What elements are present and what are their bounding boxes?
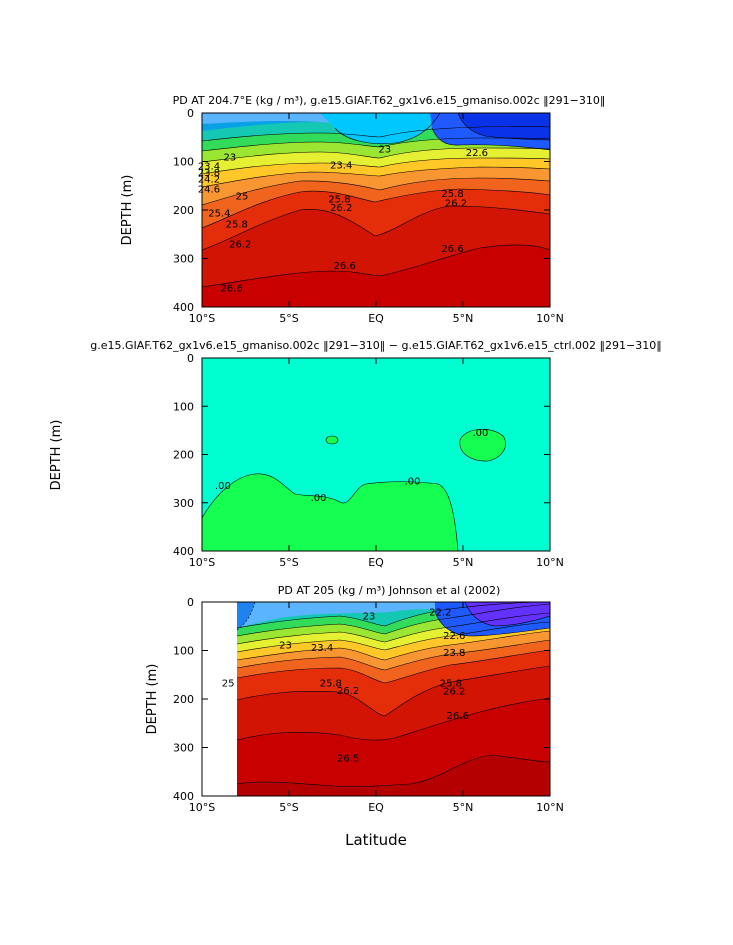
contour-label: 26.2 (337, 686, 359, 697)
y-tick-label: 100 (173, 156, 194, 169)
y-tick-label: 200 (173, 204, 194, 217)
panel-1-contour-fill (202, 113, 550, 307)
x-tick-label: 10°N (536, 312, 564, 325)
p3-band-23-blue (237, 602, 255, 630)
contour-label: 26.2 (330, 203, 352, 214)
p1-band-eq-cap (320, 113, 440, 144)
panel-1-title: PD AT 204.7°E (kg / m³), g.e15.GIAF.T62_… (173, 94, 606, 107)
x-tick-label: 10°N (536, 556, 564, 569)
x-tick-label: EQ (368, 312, 384, 325)
p3-band-deep (237, 755, 550, 796)
contour-label: 26.6 (334, 261, 356, 272)
y-tick-label: 0 (187, 107, 194, 120)
contour-label: 25.4 (208, 208, 230, 219)
contour-label: 25.8 (320, 678, 342, 689)
panel-2: g.e15.GIAF.T62_gx1v6.e15_gmaniso.002c ‖2… (49, 339, 662, 569)
panel-1-axes: 10°S 5°S EQ 5°N 10°N 0 100 200 300 400 (173, 107, 564, 325)
p3-band-topright-violet (465, 602, 550, 626)
contour-label: 26.2 (445, 199, 467, 210)
x-tick-label: 5°S (279, 556, 298, 569)
p1-contour-lines (202, 113, 550, 288)
y-tick-label: 400 (173, 545, 194, 558)
x-tick-label: 5°N (453, 556, 474, 569)
y-tick-label: 100 (173, 645, 194, 658)
contour-label: 22.6 (443, 631, 465, 642)
contour-label: 23.4 (311, 643, 333, 654)
contour-label: 23 (223, 153, 236, 164)
x-tick-label: 10°S (189, 312, 215, 325)
contour-label: 22.2 (429, 608, 451, 619)
x-tick-label: 5°N (453, 312, 474, 325)
x-tick-label: EQ (368, 556, 384, 569)
contour-label: 25 (236, 191, 249, 202)
panel-2-ylabel: DEPTH (m) (49, 420, 64, 491)
contour-label: 23 (279, 641, 292, 652)
contour-label: 23.4 (330, 160, 352, 171)
contour-label: .00 (472, 428, 488, 439)
x-tick-label: 10°S (189, 801, 215, 814)
p2-positive-region (202, 473, 458, 551)
contour-label: .00 (311, 493, 327, 504)
y-tick-label: 100 (173, 400, 194, 413)
panel-2-contour-fill (202, 358, 550, 551)
y-tick-label: 400 (173, 790, 194, 803)
panel-1: PD AT 204.7°E (kg / m³), g.e15.GIAF.T62_… (120, 94, 605, 325)
contour-label: 26.2 (443, 687, 465, 698)
contour-label: .00 (215, 481, 231, 492)
contour-label: 23.4 (198, 161, 220, 172)
x-tick-label: 5°S (279, 801, 298, 814)
x-tick-label: 10°N (536, 801, 564, 814)
contour-label: 22.6 (466, 148, 488, 159)
p2-right-patch (459, 428, 506, 462)
contour-label: 25.8 (441, 189, 463, 200)
contour-label: 23 (378, 144, 391, 155)
x-axis-label: Latitude (345, 831, 407, 849)
panel-3-title: PD AT 205 (kg / m³) Johnson et al (2002) (278, 584, 501, 597)
y-tick-label: 0 (187, 596, 194, 609)
contour-label: 24.2 (198, 174, 220, 185)
contour-label: 23 (363, 612, 376, 623)
contour-label: 23.8 (198, 168, 220, 179)
x-tick-label: EQ (368, 801, 384, 814)
y-tick-label: 200 (173, 449, 194, 462)
contour-label: 24.6 (198, 185, 220, 196)
y-tick-label: 300 (173, 253, 194, 266)
x-tick-label: 10°S (189, 556, 215, 569)
y-tick-label: 0 (187, 352, 194, 365)
contour-label: 25.8 (226, 220, 248, 231)
panel-2-contour-labels: .00 .00 .00 .00 (215, 428, 488, 504)
contour-label: 26.6 (441, 244, 463, 255)
y-tick-label: 200 (173, 693, 194, 706)
panel-2-title: g.e15.GIAF.T62_gx1v6.e15_gmaniso.002c ‖2… (90, 339, 661, 352)
contour-label: 25.8 (328, 194, 350, 205)
contour-label: 25 (222, 678, 235, 689)
contour-label: 26.2 (229, 239, 251, 250)
panel-3: PD AT 205 (kg / m³) Johnson et al (2002) (145, 584, 564, 849)
contour-label: 26.6 (447, 711, 469, 722)
x-tick-label: 5°N (453, 801, 474, 814)
contour-label: 25.8 (440, 678, 462, 689)
contour-label: 26.5 (337, 754, 359, 765)
panel-1-ylabel: DEPTH (m) (120, 175, 135, 246)
x-tick-label: 5°S (279, 312, 298, 325)
p3-contour-lines (236, 602, 550, 787)
contour-label: 23.8 (443, 648, 465, 659)
p2-small-patch (325, 435, 339, 445)
panel-3-ylabel: DEPTH (m) (145, 664, 160, 735)
panel-3-contour-fill (236, 602, 550, 796)
contour-label: 26.6 (220, 284, 242, 295)
panel-3-axes: 10°S 5°S EQ 5°N 10°N 0 100 200 300 400 (173, 596, 564, 814)
y-tick-label: 300 (173, 497, 194, 510)
contour-label: .00 (405, 477, 421, 488)
y-tick-label: 300 (173, 742, 194, 755)
panel-2-axes: 10°S 5°S EQ 5°N 10°N 0 100 200 300 400 (173, 352, 564, 569)
y-tick-label: 400 (173, 301, 194, 314)
